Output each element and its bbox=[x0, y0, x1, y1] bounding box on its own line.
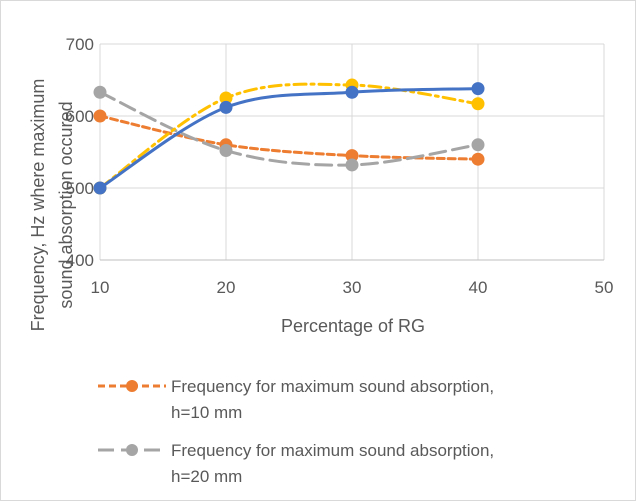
legend-swatch-marker-h10 bbox=[126, 380, 138, 392]
series-3-point-10 bbox=[93, 181, 107, 195]
series-1-point-10 bbox=[93, 85, 107, 99]
series-2-point-20 bbox=[219, 91, 233, 105]
legend: Frequency for maximum sound absorption, … bbox=[98, 377, 494, 486]
axes bbox=[99, 44, 604, 261]
plot-area bbox=[93, 78, 485, 195]
legend-label-h20-line-2: h=20 mm bbox=[171, 467, 242, 486]
series-3-point-40 bbox=[471, 82, 485, 96]
x-tick-label-50: 50 bbox=[595, 278, 614, 297]
series-0-point-30 bbox=[345, 149, 359, 163]
y-axis-title-line-1: Frequency, Hz where maximum bbox=[28, 79, 48, 332]
y-tick-label-700: 700 bbox=[66, 35, 94, 54]
legend-label-h10-line-2: h=10 mm bbox=[171, 403, 242, 422]
series-0-point-40 bbox=[471, 152, 485, 166]
series-2-point-40 bbox=[471, 97, 485, 111]
series-3-point-20 bbox=[219, 100, 233, 114]
y-tick-label-400: 400 bbox=[66, 251, 94, 270]
x-tick-label-40: 40 bbox=[469, 278, 488, 297]
series-1-point-20 bbox=[219, 144, 233, 158]
y-tick-label-600: 600 bbox=[66, 107, 94, 126]
series-1-point-40 bbox=[471, 138, 485, 152]
legend-label-h20-line-1: Frequency for maximum sound absorption, bbox=[171, 441, 494, 460]
x-tick-label-10: 10 bbox=[91, 278, 110, 297]
series-line-2 bbox=[98, 82, 480, 190]
x-tick-label-30: 30 bbox=[343, 278, 362, 297]
series-3-point-30 bbox=[345, 85, 359, 99]
y-tick-label-500: 500 bbox=[66, 179, 94, 198]
series-line-0 bbox=[98, 114, 480, 161]
x-tick-label-20: 20 bbox=[217, 278, 236, 297]
series-1-point-30 bbox=[345, 158, 359, 172]
legend-label-h10-line-1: Frequency for maximum sound absorption, bbox=[171, 377, 494, 396]
legend-swatch-marker-h20 bbox=[126, 444, 138, 456]
series-0-point-10 bbox=[93, 109, 107, 123]
tick-labels: 10 20 30 40 50 400 500 600 700 bbox=[66, 35, 614, 297]
series-line-1 bbox=[98, 90, 480, 167]
y-axis-title-line-2: sound absorption occured bbox=[56, 101, 76, 308]
series-line-3 bbox=[98, 87, 480, 190]
x-axis-title: Percentage of RG bbox=[281, 316, 425, 336]
